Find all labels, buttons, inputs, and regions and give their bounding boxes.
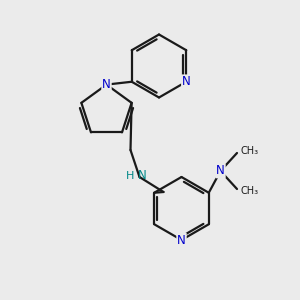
Text: N: N — [102, 78, 111, 91]
Text: CH₃: CH₃ — [241, 146, 259, 157]
Text: N: N — [182, 75, 191, 88]
Text: H: H — [126, 171, 135, 181]
Text: N: N — [216, 164, 225, 178]
Text: N: N — [138, 169, 147, 182]
Text: CH₃: CH₃ — [241, 185, 259, 196]
Text: N: N — [177, 233, 186, 247]
